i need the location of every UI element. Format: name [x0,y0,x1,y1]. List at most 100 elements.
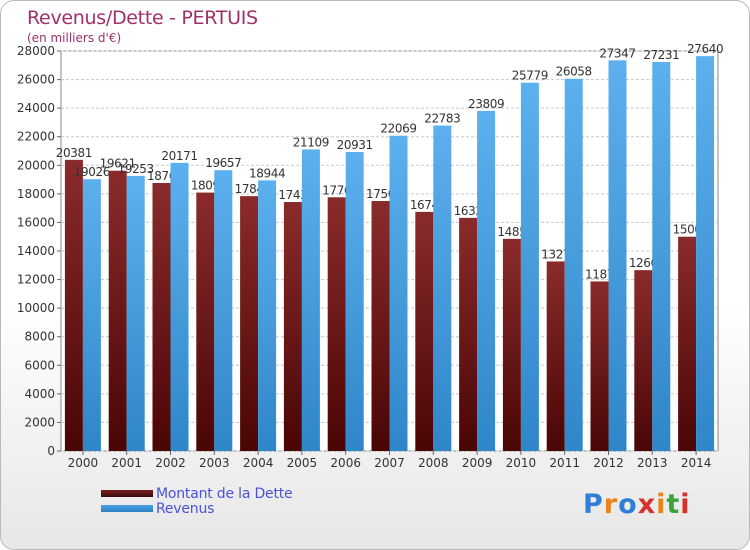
debt-value-label: 1632 [454,204,483,218]
revenue-bar [564,78,583,451]
revenue-bar [389,135,408,451]
y-tick-label: 10000 [17,301,55,315]
x-tick-label: 2004 [243,456,274,470]
y-tick-label: 26000 [17,73,55,87]
revenue-value-label: 25779 [512,69,548,83]
debt-value-label: 1187 [585,267,614,281]
revenue-bar [652,61,671,451]
logo-letter: i [656,489,667,520]
x-tick-label: 2000 [68,456,99,470]
debt-value-label: 1776 [322,183,351,197]
debt-bar [634,270,653,451]
y-tick-label: 12000 [17,273,55,287]
debt-bar [415,211,434,451]
debt-bar [196,192,215,452]
x-tick-label: 2007 [374,456,405,470]
logo-letter: P [583,489,604,520]
y-tick-label: 4000 [24,387,55,401]
logo-letter: i [680,489,691,520]
debt-value-label: 19621 [100,157,136,171]
revenue-value-label: 19026 [74,165,110,179]
y-tick-label: 6000 [24,358,55,372]
revenue-bar [696,56,715,452]
y-tick-label: 24000 [17,101,55,115]
debt-bar [240,196,259,451]
legend-label-revenue: Revenus [156,501,215,517]
revenue-value-label: 18944 [249,166,285,180]
revenue-value-label: 20931 [337,138,373,152]
revenue-value-label: 23809 [468,97,504,111]
debt-bar [590,281,609,451]
revenue-bar [170,162,189,452]
x-tick-label: 2013 [637,456,668,470]
revenue-bar [82,179,101,451]
x-tick-label: 2014 [681,456,712,470]
debt-value-label: 1500 [673,223,702,237]
revenue-bar [520,82,539,451]
x-tick-label: 2012 [593,456,624,470]
revenue-value-label: 19657 [205,156,241,170]
x-tick-label: 2008 [418,456,449,470]
legend-swatch-revenue [101,505,153,512]
debt-bar [546,261,565,451]
revenue-value-label: 22783 [424,112,460,126]
logo-letter: x [637,489,657,520]
x-tick-label: 2001 [111,456,142,470]
logo-letter: r [603,489,619,520]
revenue-value-label: 27347 [599,46,635,60]
x-tick-label: 2011 [549,456,580,470]
debt-bar [64,159,83,452]
debt-value-label: 1266 [629,256,658,270]
chart-subtitle: (en milliers d'€) [27,31,122,45]
debt-value-label: 1876 [147,169,176,183]
revenue-bar [301,149,320,451]
y-tick-label: 22000 [17,130,55,144]
y-tick-label: 14000 [17,244,55,258]
debt-value-label: 1784 [235,182,264,196]
chart-title: Revenus/Dette - PERTUIS [27,7,258,29]
debt-bar [371,201,390,451]
proxiti-logo: Proxiti [583,489,691,520]
debt-bar [327,197,346,451]
revenue-value-label: 21109 [293,135,329,149]
debt-bar [502,238,521,451]
revenue-bar [433,125,452,452]
debt-bar [678,236,697,451]
y-tick-label: 28000 [17,44,55,58]
logo-letter: o [618,489,638,520]
revenue-bar [345,151,364,451]
revenue-value-label: 20171 [161,149,197,163]
debt-bar [459,217,478,451]
revenue-bar [608,60,627,451]
x-tick-label: 2003 [199,456,230,470]
debt-value-label: 1743 [278,188,307,202]
revenue-bar [258,180,277,451]
revenue-bar [477,110,496,451]
revenue-bar [126,175,145,451]
revenue-value-label: 27231 [643,48,679,62]
revenue-value-label: 22069 [380,122,416,136]
debt-value-label: 1485 [497,225,526,239]
debt-value-label: 1674 [410,198,439,212]
revenue-value-label: 19253 [118,162,154,176]
legend-swatch-debt [101,490,153,497]
debt-value-label: 1809 [191,179,220,193]
y-tick-label: 2000 [24,415,55,429]
x-tick-label: 2010 [506,456,537,470]
x-tick-label: 2006 [330,456,361,470]
y-tick-label: 16000 [17,215,55,229]
debt-bar [108,170,127,451]
logo-letter: t [666,489,681,520]
revenue-value-label: 26058 [556,65,592,79]
y-tick-label: 20000 [17,158,55,172]
legend-label-debt: Montant de la Dette [156,486,293,502]
revenue-value-label: 27640 [687,42,723,56]
debt-value-label: 20381 [56,146,92,160]
y-tick-label: 8000 [24,330,55,344]
x-tick-label: 2002 [155,456,186,470]
y-tick-label: 18000 [17,187,55,201]
x-tick-label: 2009 [462,456,493,470]
y-tick-label: 0 [47,444,55,458]
debt-value-label: 1750 [366,187,395,201]
